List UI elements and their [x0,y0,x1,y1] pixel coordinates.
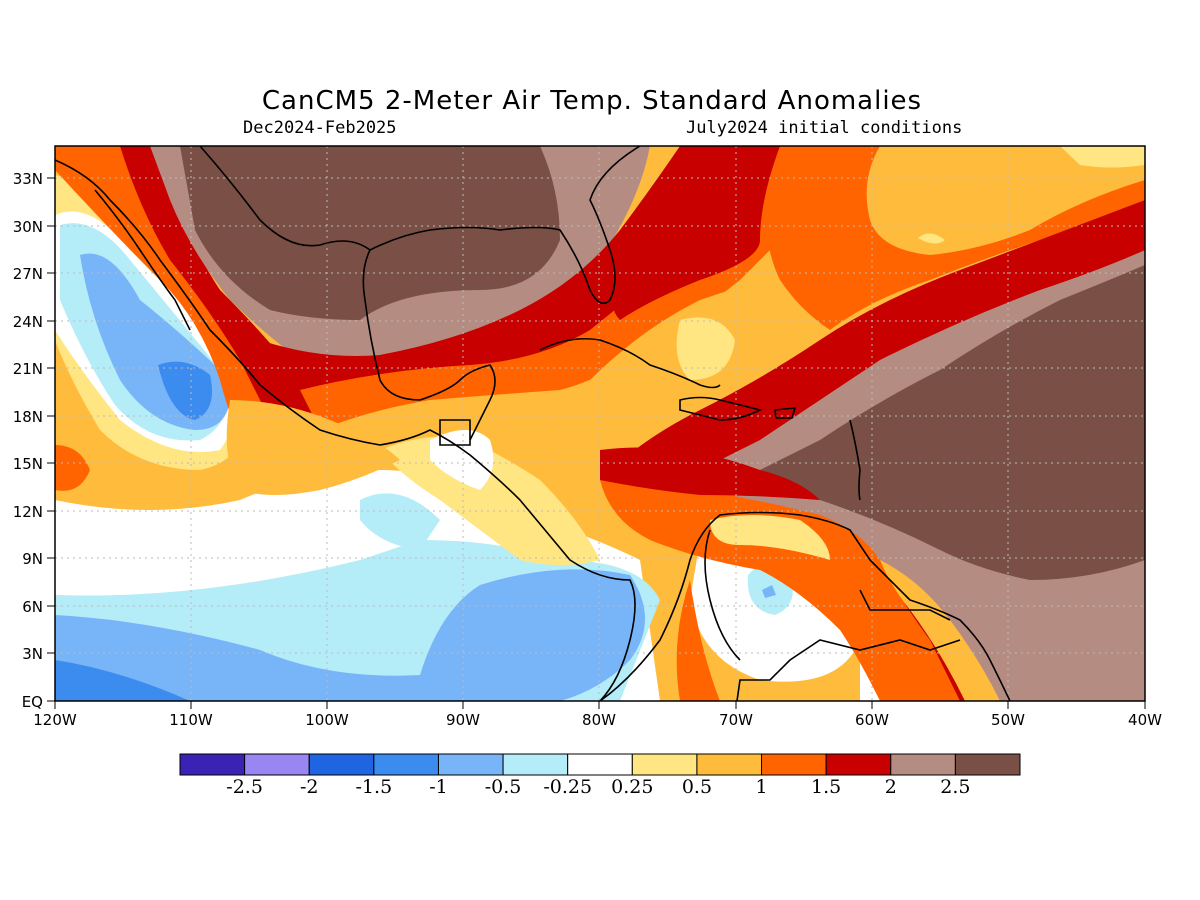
colorbar-label: -2 [300,776,319,798]
colorbar-swatch [696,753,763,776]
lat-label: 15N [13,455,43,473]
latitude-labels: 33N 30N 27N 24N 21N 18N 15N 12N 9N 6N 3N… [13,170,43,711]
lat-label: 12N [13,503,43,521]
colorbar-label: 1.5 [811,776,841,798]
lon-label: 60W [855,711,889,729]
colorbar-swatch [179,753,246,776]
lat-label: 6N [22,598,43,616]
colorbar-swatch [631,753,698,776]
colorbar-swatch [567,753,633,776]
colorbar-label: -1.5 [356,776,393,798]
lon-label: 90W [446,711,480,729]
colorbar-swatch [502,753,569,776]
lat-label: 21N [13,360,43,378]
colorbar-label: 1 [755,776,767,798]
lat-label: 9N [22,550,43,568]
lat-label: EQ [22,693,43,711]
colorbar-label: -0.25 [543,776,592,798]
season-label: Dec2024-Feb2025 [243,118,397,138]
colorbar-label: 2 [885,776,897,798]
colorbar-swatch [954,753,1021,776]
colorbar [179,753,1021,776]
coastlines [55,146,1011,701]
colorbar-swatch [308,753,375,776]
colorbar-swatch [244,753,310,776]
colorbar-swatch [373,753,439,776]
lat-label: 33N [13,170,43,188]
lat-label: 30N [13,218,43,236]
lon-label: 40W [1128,711,1162,729]
lon-label: 110W [169,711,213,729]
colorbar-label: -0.5 [485,776,522,798]
colorbar-label: -2.5 [226,776,263,798]
colorbar-swatch [825,753,892,776]
lon-label: 50W [991,711,1025,729]
colorbar-labels: -2.5 -2 -1.5 -1 -0.5 -0.25 0.25 0.5 1 1.… [226,776,970,798]
map-frame [54,145,1146,702]
grid-lines [55,146,1145,701]
colorbar-swatch [437,753,504,776]
longitude-labels: 120W 110W 100W 90W 80W 70W 60W 50W 40W [33,711,1162,729]
tick-marks [47,177,1146,709]
initial-conditions-label: July2024 initial conditions [686,118,963,138]
colorbar-label: 0.5 [682,776,712,798]
lon-label: 80W [582,711,616,729]
lon-label: 120W [33,711,77,729]
anomaly-fields [55,146,1145,701]
lat-label: 24N [13,313,43,331]
colorbar-label: 2.5 [940,776,970,798]
colorbar-label: 0.25 [611,776,653,798]
map-title: CanCM5 2-Meter Air Temp. Standard Anomal… [261,86,923,116]
lon-label: 100W [305,711,349,729]
colorbar-swatch [890,753,956,776]
colorbar-swatch [761,753,827,776]
colorbar-label: -1 [429,776,448,798]
lat-label: 27N [13,265,43,283]
lon-label: 70W [719,711,753,729]
lat-label: 3N [22,645,43,663]
lat-label: 18N [13,408,43,426]
